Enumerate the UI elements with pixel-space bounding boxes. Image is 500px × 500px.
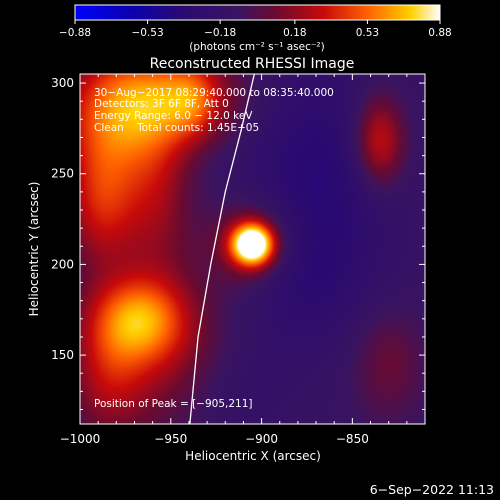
colorbar-units-label: (photons cm⁻² s⁻¹ asec⁻²)	[189, 41, 324, 53]
y-tick-label: 200	[51, 257, 74, 271]
annotation-time-range: 30−Aug−2017 08:29:40.000 to 08:35:40.000	[94, 87, 334, 99]
footer-timestamp: 6−Sep−2022 11:13	[370, 482, 494, 497]
colorbar-tick-label: −0.18	[204, 27, 236, 39]
plot-frame	[79, 73, 426, 425]
colorbar-tick-label: 0.88	[428, 27, 451, 39]
y-axis-ticks: 150 200 250 300	[51, 76, 425, 410]
annotation-energy-range: Energy Range: 6.0 − 12.0 keV	[94, 110, 253, 122]
annotation-clean-counts: Clean Total counts: 1.45E+05	[94, 122, 259, 134]
annotation-peak-position: Position of Peak = [−905,211]	[94, 398, 253, 410]
colorbar	[74, 4, 441, 21]
annotation-detectors: Detectors: 3F 6F 8F, Att 0	[94, 98, 229, 110]
colorbar-tick-label: 0.53	[356, 27, 379, 39]
y-axis-label: Heliocentric Y (arcsec)	[27, 182, 41, 317]
y-tick-label: 300	[51, 76, 74, 90]
colorbar-tick-label: −0.53	[131, 27, 163, 39]
colorbar-tick-label: −0.88	[59, 27, 91, 39]
heatmap-area	[80, 74, 425, 424]
x-axis-ticks: −1000 −950 −900 −850	[60, 74, 426, 446]
y-tick-label: 250	[51, 167, 74, 181]
solar-limb-curve	[189, 73, 255, 425]
colorbar-ticks: −0.88 −0.53 −0.18 0.18 0.53 0.88	[59, 20, 452, 39]
x-tick-label: −1000	[60, 432, 101, 446]
colorbar-tick-label: 0.18	[283, 27, 306, 39]
heatmap-image	[80, 74, 425, 424]
x-tick-label: −950	[154, 432, 187, 446]
chart-title: Reconstructed RHESSI Image	[150, 56, 355, 72]
x-tick-label: −900	[245, 432, 278, 446]
y-tick-label: 150	[51, 348, 74, 362]
x-tick-label: −850	[336, 432, 369, 446]
x-axis-label: Heliocentric X (arcsec)	[185, 449, 321, 463]
